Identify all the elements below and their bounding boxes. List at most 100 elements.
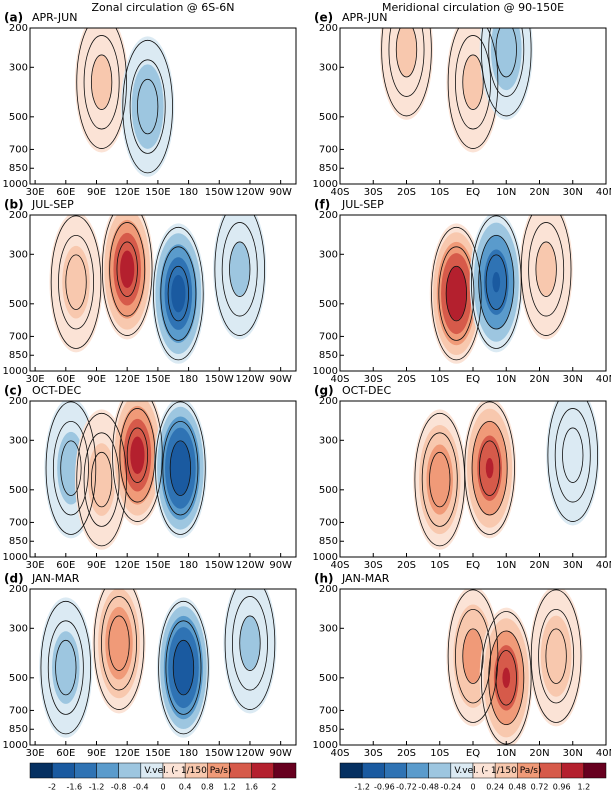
streamline [169, 440, 192, 496]
x-tick-label: 180 [179, 187, 198, 198]
streamline [438, 246, 475, 341]
x-tick-label: 90W [269, 374, 292, 385]
x-tick-label: 120E [114, 748, 139, 759]
colorbar-label: V.vel. (- 1/150 Pa/s) [144, 766, 231, 776]
streamline [562, 427, 584, 483]
figure-title: Meridional circulation @ 90-150E [382, 1, 564, 14]
x-tick-label: 40N [596, 374, 611, 385]
streamline [119, 408, 156, 503]
x-tick-label: 120W [235, 187, 264, 198]
frame [29, 400, 297, 558]
y-tick-label: 300 [319, 623, 338, 634]
y-tick-label: 700 [9, 705, 28, 716]
y-tick-label: 700 [319, 144, 338, 155]
streamline [495, 28, 517, 78]
panel-label: (a) [4, 11, 23, 25]
x-tick-label: 60E [56, 748, 75, 759]
streamline [83, 432, 120, 527]
plot-area [39, 589, 277, 738]
x-tick-label: 60E [56, 374, 75, 385]
streamline [58, 234, 94, 330]
x-tick-label: 10S [430, 374, 449, 385]
y-tick-label: 300 [319, 249, 338, 260]
panel-label: (e) [314, 11, 333, 25]
y-tick-label: 1000 [3, 740, 28, 751]
streamline [162, 420, 199, 516]
frame [29, 27, 297, 185]
x-tick-label: 20N [529, 187, 549, 198]
streamline [488, 28, 525, 97]
streamline [165, 620, 202, 715]
shading [229, 242, 250, 296]
colorbar-tick-label: 0.4 [179, 783, 192, 792]
colorbar-box [539, 762, 562, 779]
x-tick-label: 30S [364, 374, 383, 385]
shading [485, 458, 494, 479]
plot-area [49, 215, 267, 364]
y-tick-label: 1000 [313, 740, 338, 751]
colorbar-tick-label: 1.6 [245, 783, 258, 792]
streamline [76, 412, 127, 547]
y-tick-label: 200 [9, 584, 28, 595]
streamline [488, 630, 525, 726]
streamline [160, 246, 197, 341]
streamline [50, 215, 102, 349]
y-tick-label: 1000 [3, 552, 28, 563]
y-tick-label: 500 [319, 673, 338, 684]
x-tick-label: 60E [56, 560, 75, 571]
y-tick-label: 700 [9, 331, 28, 342]
x-tick-label: 20N [529, 748, 549, 759]
y-tick-label: 850 [9, 724, 28, 735]
colorbar-box [406, 762, 429, 779]
x-tick-label: 180 [179, 374, 198, 385]
x-tick-label: 120W [235, 560, 264, 571]
y-tick-label: 850 [319, 724, 338, 735]
x-tick-label: EQ [466, 187, 480, 198]
streamline [112, 401, 163, 522]
streamline [547, 401, 599, 522]
streamline [101, 596, 137, 691]
y-tick-label: 700 [9, 517, 28, 528]
streamline [47, 620, 84, 715]
y-tick-label: 500 [319, 485, 338, 496]
frame [29, 588, 297, 746]
streamline [60, 440, 82, 496]
panel-label: (b) [4, 198, 24, 212]
streamline [122, 39, 173, 174]
streamline [229, 241, 251, 297]
colorbar-box [74, 762, 97, 779]
streamline [55, 639, 77, 696]
colorbar-box [96, 762, 119, 779]
colorbar-box [583, 762, 607, 779]
x-tick-label: 150W [205, 374, 234, 385]
panel-label: (c) [4, 384, 22, 398]
y-tick-label: 200 [319, 396, 338, 407]
shading [426, 444, 454, 515]
y-tick-label: 500 [9, 485, 28, 496]
streamline [447, 28, 499, 149]
shading [120, 250, 135, 289]
y-tick-label: 200 [319, 210, 338, 221]
colorbar-tick-label: -0.4 [133, 783, 149, 792]
y-tick-label: 850 [9, 163, 28, 174]
colorbar-box [339, 762, 363, 779]
y-tick-label: 700 [319, 331, 338, 342]
streamline [76, 28, 127, 149]
plot-area [413, 401, 600, 550]
streamline [126, 427, 149, 483]
shading [170, 441, 191, 495]
streamline [545, 628, 567, 684]
streamline [471, 215, 522, 349]
streamline [232, 596, 268, 691]
streamline [221, 222, 258, 317]
streamline [535, 241, 557, 297]
y-tick-label: 850 [319, 536, 338, 547]
x-tick-label: 150W [205, 748, 234, 759]
x-tick-label: 40S [330, 560, 349, 571]
y-tick-label: 500 [9, 673, 28, 684]
streamline [554, 408, 591, 503]
colorbar-tick-label: 0.8 [201, 783, 214, 792]
panel-title: APR-JUN [32, 11, 77, 24]
panel-title: JUL-SEP [31, 198, 74, 211]
colorbar-tick-label: -0.72 [396, 783, 417, 792]
